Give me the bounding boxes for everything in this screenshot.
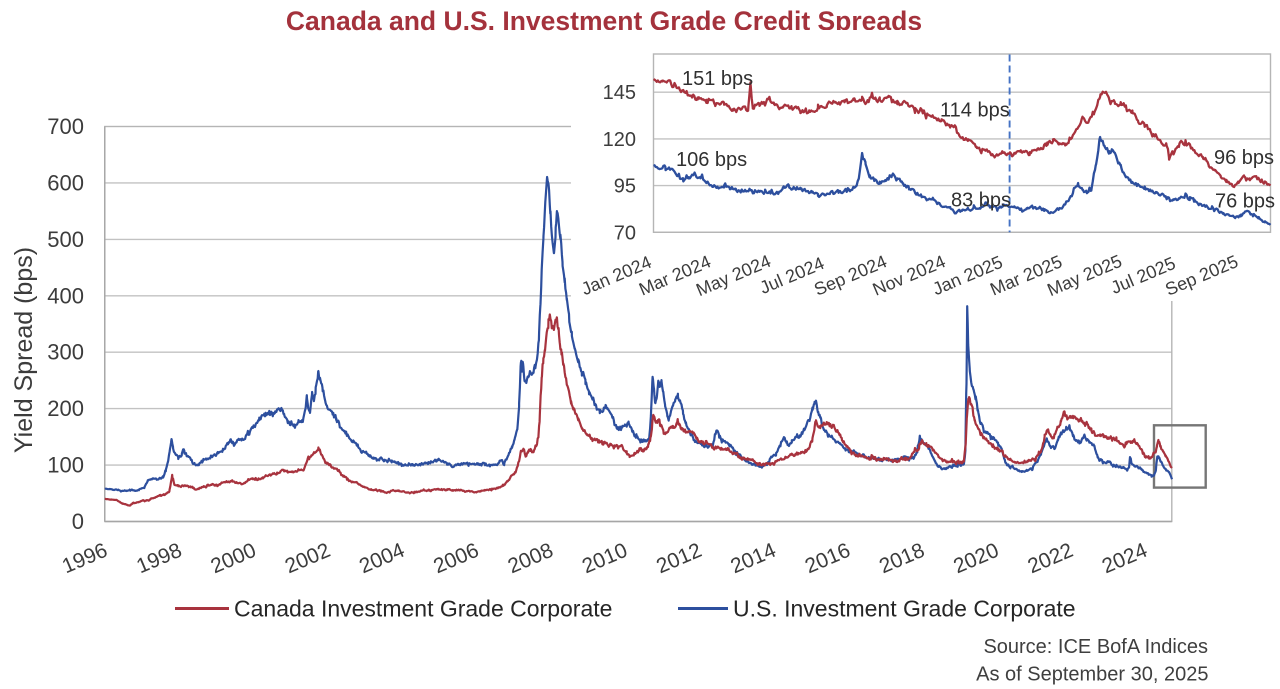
svg-text:120: 120: [603, 129, 636, 151]
svg-text:600: 600: [47, 170, 84, 195]
svg-text:70: 70: [614, 222, 636, 244]
svg-text:106 bps: 106 bps: [676, 149, 747, 171]
svg-text:Source: ICE BofA Indices: Source: ICE BofA Indices: [983, 636, 1208, 658]
svg-text:0: 0: [72, 509, 84, 534]
svg-text:145: 145: [603, 82, 636, 104]
svg-text:Yield Spread (bps): Yield Spread (bps): [10, 247, 38, 453]
svg-text:76 bps: 76 bps: [1215, 191, 1275, 213]
svg-text:95: 95: [614, 176, 636, 198]
svg-text:151 bps: 151 bps: [682, 68, 753, 90]
svg-text:83 bps: 83 bps: [951, 190, 1011, 212]
svg-text:200: 200: [47, 396, 84, 421]
svg-text:Canada Investment Grade Corpor: Canada Investment Grade Corporate: [234, 596, 612, 622]
svg-text:96 bps: 96 bps: [1214, 147, 1274, 169]
svg-text:700: 700: [47, 114, 84, 139]
svg-text:As of September 30, 2025: As of September 30, 2025: [976, 664, 1208, 686]
svg-text:100: 100: [47, 453, 84, 478]
svg-text:114 bps: 114 bps: [940, 100, 1010, 122]
svg-text:300: 300: [47, 340, 84, 365]
svg-text:400: 400: [47, 283, 84, 308]
svg-text:500: 500: [47, 227, 84, 252]
svg-text:U.S. Investment Grade Corporat: U.S. Investment Grade Corporate: [733, 596, 1076, 622]
